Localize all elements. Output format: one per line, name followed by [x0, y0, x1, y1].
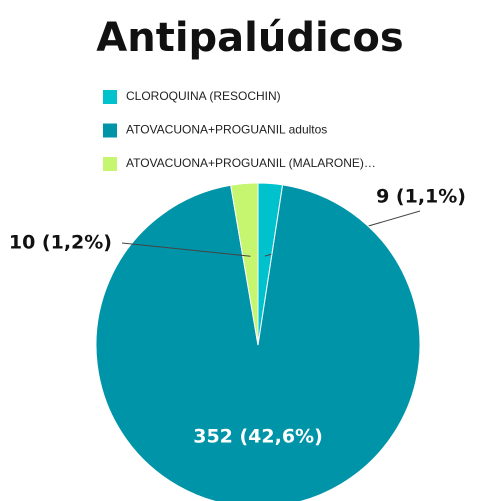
legend-label: CLOROQUINA (RESOCHIN) [126, 89, 281, 103]
leader-line [121, 242, 251, 257]
legend-swatch [103, 123, 117, 138]
data-label: 352 (42,6%) [193, 426, 323, 448]
data-label: 10 (1,2%) [9, 232, 112, 254]
pie-slice [95, 184, 421, 501]
legend-label: ATOVACUONA+PROGUANIL adultos [126, 123, 327, 137]
chart-title: Antipalúdicos [96, 15, 403, 61]
legend-swatch [103, 90, 117, 104]
legend-swatch [103, 157, 117, 171]
pie-slice [230, 182, 259, 346]
data-label: 9 (1,1%) [376, 186, 466, 208]
legend-label: ATOVACUONA+PROGUANIL (MALARONE)… [126, 156, 376, 170]
